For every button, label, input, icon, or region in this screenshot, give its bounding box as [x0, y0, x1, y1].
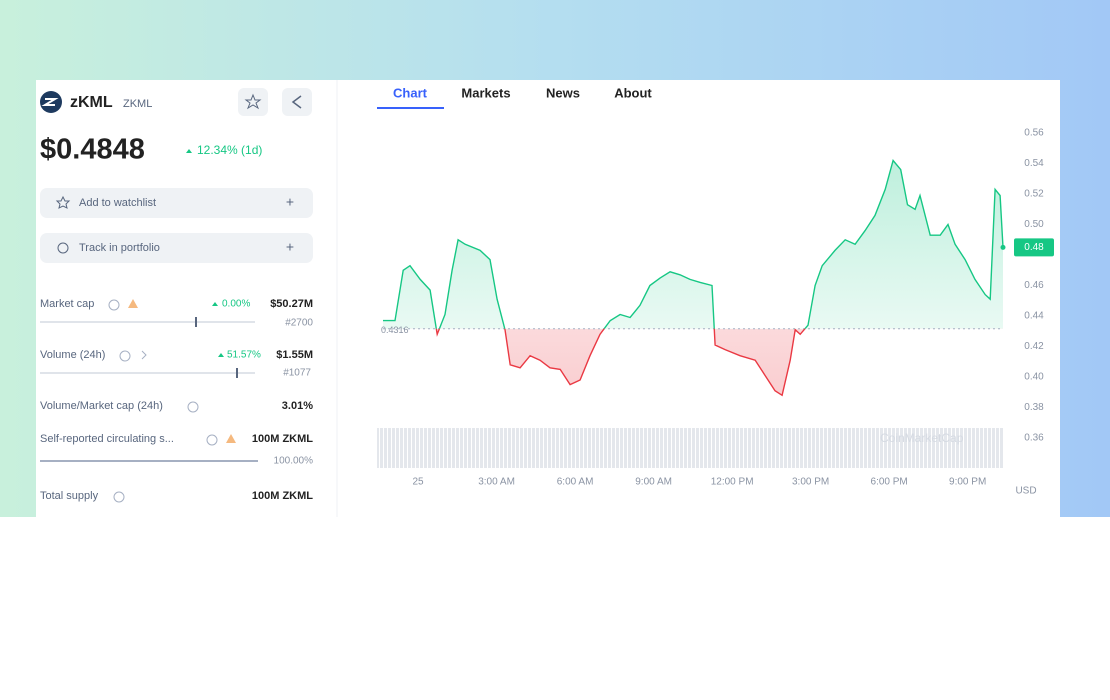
- stat-label: Volume (24h): [40, 349, 105, 361]
- area-below: [383, 328, 1003, 396]
- button-label: Add to watchlist: [79, 197, 156, 209]
- stat-rank: #1077: [283, 368, 311, 379]
- up-arrow: [218, 353, 224, 357]
- x-tick-label: 6:00 PM: [871, 477, 908, 488]
- stat-value: $50.27M: [270, 298, 313, 310]
- stat-rank: #2700: [285, 318, 313, 329]
- stat-value: 100M ZKML: [252, 490, 313, 502]
- logo-mark: [41, 98, 59, 106]
- watchlist-button[interactable]: [40, 188, 313, 218]
- price-change: 12.34% (1d): [197, 143, 262, 157]
- tab[interactable]: About: [614, 85, 652, 100]
- y-tick-label: 0.44: [1024, 311, 1044, 322]
- chevron-icon: [141, 350, 147, 360]
- share-icon: [291, 95, 302, 109]
- warning-icon: [128, 299, 138, 308]
- tab[interactable]: Markets: [461, 85, 510, 100]
- x-tick-label: 12:00 PM: [711, 477, 754, 488]
- plus-icon: +: [286, 194, 294, 210]
- price-tag: [1014, 238, 1054, 257]
- stat-value: 100M ZKML: [252, 433, 313, 445]
- plot: 0.56 0.54 0.52 0.50 0.46 0.44 0.42 0.40 0.38 0.36…: [381, 128, 1054, 488]
- info-icon: [206, 434, 218, 446]
- y-tick-label: 0.38: [1024, 402, 1044, 413]
- portfolio-button[interactable]: [40, 233, 313, 263]
- stat-label: Total supply: [40, 490, 99, 502]
- range-thumb: [236, 368, 238, 378]
- y-tick-label: 0.46: [1024, 280, 1044, 291]
- button-label: Track in portfolio: [79, 242, 160, 254]
- up-arrow: [212, 302, 218, 306]
- volume-bars: [377, 428, 1003, 468]
- info-icon: [113, 491, 125, 503]
- stat-label: Market cap: [40, 298, 94, 310]
- plus-icon: +: [286, 239, 294, 255]
- star-icon: [55, 195, 71, 209]
- price-tag-label: 0.48: [1024, 242, 1044, 253]
- stat-value: 3.01%: [282, 400, 313, 412]
- price: $0.4848: [40, 134, 145, 166]
- price-line: [383, 159, 1004, 329]
- stat-value: $1.55M: [276, 349, 313, 361]
- up-arrow: [186, 149, 192, 153]
- warning-icon: [226, 434, 236, 443]
- stat-label: Self-reported circulating s...: [40, 433, 174, 445]
- y-tick-label: 0.40: [1024, 372, 1044, 383]
- share-button[interactable]: [282, 88, 312, 116]
- tab[interactable]: News: [546, 85, 580, 100]
- y-tick-label: 0.42: [1024, 341, 1044, 352]
- x-tick-label: 9:00 PM: [949, 477, 986, 488]
- watermark: CoinMarketCap: [880, 431, 964, 445]
- baseline-label: 0.4316: [381, 325, 409, 335]
- y-tick-label: 0.50: [1024, 219, 1044, 230]
- x-tick-label: 3:00 AM: [478, 477, 515, 488]
- info-icon: [108, 299, 120, 311]
- stat-label: Volume/Market cap (24h): [40, 400, 163, 412]
- area-above: [383, 160, 1003, 329]
- unit-label: USD: [1015, 486, 1036, 497]
- stat-change: 51.57%: [227, 350, 261, 361]
- portfolio-icon: [57, 242, 69, 254]
- tab[interactable]: Chart: [393, 85, 428, 100]
- info-icon: [119, 350, 131, 362]
- background-bottom: [0, 517, 1110, 695]
- range-thumb: [195, 317, 197, 327]
- star-icon: [244, 93, 262, 110]
- supply-percent: 100.00%: [274, 456, 314, 467]
- coin-symbol: ZKML: [123, 98, 152, 110]
- y-tick-label: 0.36: [1024, 433, 1044, 444]
- star-button[interactable]: [238, 88, 268, 116]
- stat-change: 0.00%: [222, 299, 250, 310]
- y-tick-label: 0.54: [1024, 158, 1044, 169]
- info-icon: [187, 401, 199, 413]
- x-tick-label: 6:00 AM: [557, 477, 594, 488]
- coin-name: zKML: [70, 94, 113, 111]
- y-tick-label: 0.56: [1024, 128, 1044, 139]
- y-tick-label: 0.52: [1024, 189, 1044, 200]
- x-tick-label: 25: [413, 477, 425, 488]
- last-point: [1000, 244, 1006, 250]
- x-tick-label: 9:00 AM: [635, 477, 672, 488]
- x-tick-label: 3:00 PM: [792, 477, 829, 488]
